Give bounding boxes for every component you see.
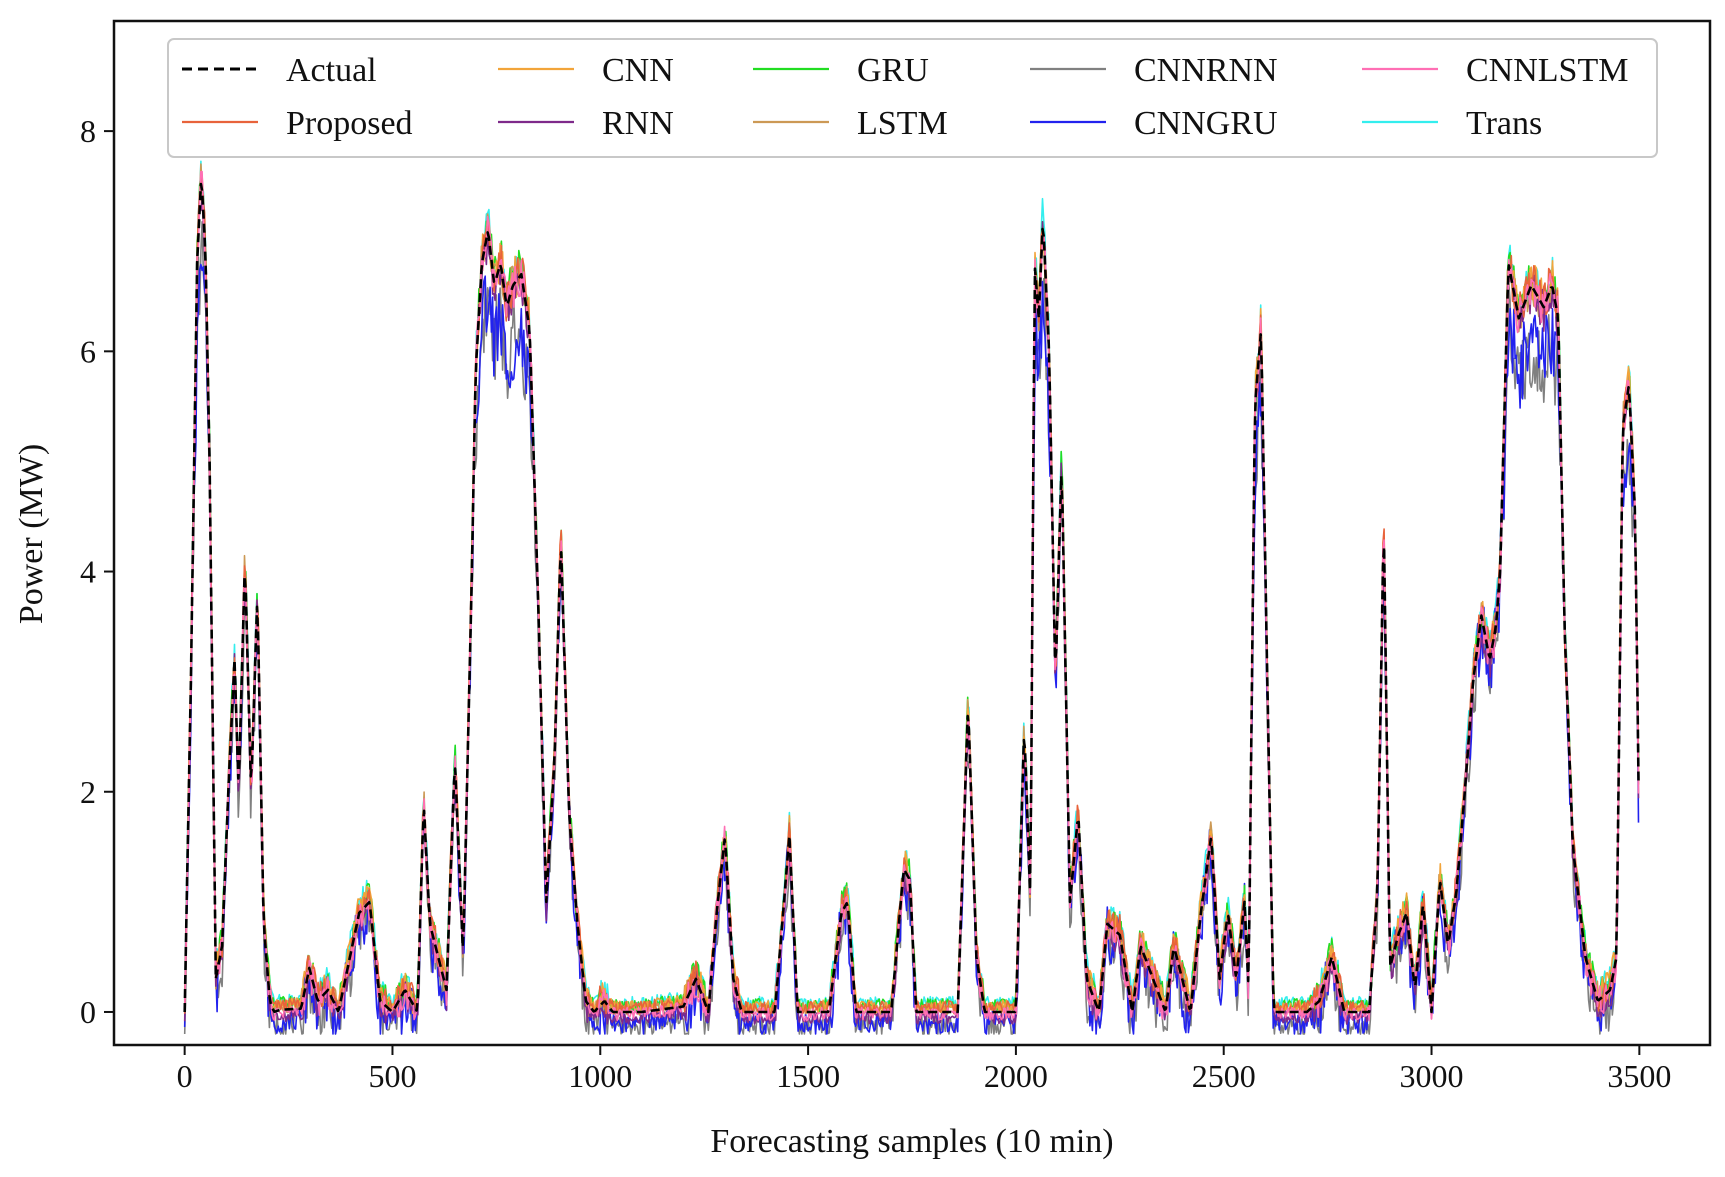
plot-frame xyxy=(112,19,1712,1047)
y-axis: 0 2 4 6 8 xyxy=(80,113,114,1030)
series-line-actual xyxy=(183,182,1640,1014)
x-tick-label: 1000 xyxy=(568,1058,632,1094)
x-tick-label: 1500 xyxy=(776,1058,840,1094)
y-tick-label: 4 xyxy=(80,554,96,590)
legend-label-cnngru: CNNGRU xyxy=(1134,105,1278,142)
x-tick-label: 2500 xyxy=(1192,1058,1256,1094)
x-tick-label: 500 xyxy=(368,1058,416,1094)
legend-label-proposed: Proposed xyxy=(286,105,413,142)
y-tick-label: 0 xyxy=(80,994,96,1030)
x-tick-label: 3000 xyxy=(1400,1058,1464,1094)
legend-label-actual: Actual xyxy=(286,52,377,89)
y-axis-label: Power (MW) xyxy=(13,444,50,624)
legend-label-cnn: CNN xyxy=(602,52,674,89)
legend-label-trans: Trans xyxy=(1466,105,1542,142)
series-line-trans xyxy=(183,160,1640,1011)
legend-label-rnn: RNN xyxy=(602,105,674,142)
x-tick-label: 0 xyxy=(177,1058,193,1094)
y-tick-label: 6 xyxy=(80,333,96,369)
x-axis-label: Forecasting samples (10 min) xyxy=(710,1123,1113,1160)
series-line-proposed xyxy=(183,174,1640,1015)
x-tick-label: 3500 xyxy=(1607,1058,1671,1094)
x-tick-label: 2000 xyxy=(984,1058,1048,1094)
legend-label-cnnlstm: CNNLSTM xyxy=(1466,52,1628,89)
legend-label-cnnrnn: CNNRNN xyxy=(1134,52,1278,89)
y-tick-label: 8 xyxy=(80,113,96,149)
series-layer xyxy=(183,160,1640,1035)
x-axis: 0 500 1000 1500 2000 2500 3000 3500 xyxy=(177,1045,1671,1094)
y-tick-label: 2 xyxy=(80,774,96,810)
legend-label-gru: GRU xyxy=(857,52,929,89)
legend-label-lstm: LSTM xyxy=(857,105,948,142)
legend: ActualProposedCNNRNNGRULSTMCNNRNNCNNGRUC… xyxy=(167,38,1658,158)
